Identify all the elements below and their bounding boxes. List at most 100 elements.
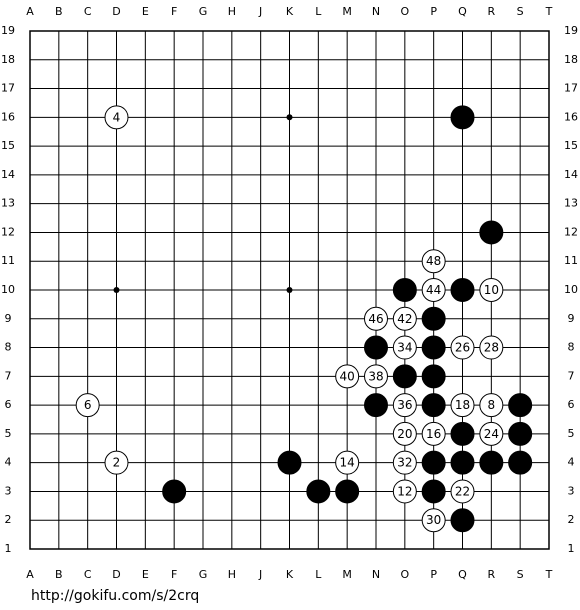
stone — [364, 306, 388, 331]
stone — [104, 105, 129, 130]
column-label: T — [545, 5, 553, 18]
move-number: 13 — [340, 484, 355, 498]
column-label: C — [84, 5, 92, 18]
move-number: 21 — [426, 369, 441, 383]
move-number: 23 — [513, 398, 528, 412]
column-label: E — [142, 5, 149, 18]
move-number: 28 — [484, 341, 499, 355]
move-number: 24 — [484, 427, 499, 441]
move-number: 48 — [426, 254, 441, 268]
row-label: 13 — [564, 197, 578, 210]
stone — [421, 306, 446, 331]
row-label: 14 — [564, 168, 578, 181]
move-number: 11 — [484, 225, 499, 239]
row-label: 9 — [5, 312, 12, 325]
row-label: 6 — [5, 398, 12, 411]
stone — [392, 393, 417, 418]
row-label: 9 — [568, 312, 575, 325]
column-label: T — [545, 568, 553, 581]
stone — [364, 364, 388, 389]
column-label: K — [286, 568, 294, 581]
move-number: 2 — [113, 456, 121, 470]
move-number: 20 — [397, 427, 412, 441]
stone — [421, 249, 446, 274]
stone — [104, 450, 129, 475]
stone — [421, 278, 446, 302]
row-label: 7 — [568, 369, 575, 382]
row-label: 19 — [564, 24, 578, 37]
move-number: 15 — [311, 484, 326, 498]
column-label: P — [430, 568, 437, 581]
column-label: Q — [458, 568, 467, 581]
stone — [392, 278, 417, 302]
column-label: S — [517, 568, 524, 581]
stone — [479, 335, 504, 360]
move-number: 16 — [426, 427, 441, 441]
move-number: 40 — [340, 369, 355, 383]
column-label: Q — [458, 5, 467, 18]
row-label: 8 — [5, 341, 12, 354]
stone — [392, 421, 417, 446]
row-label: 13 — [1, 197, 15, 210]
stone — [450, 393, 475, 418]
stone — [392, 335, 417, 360]
column-label: D — [112, 5, 120, 18]
stone — [421, 364, 446, 389]
row-label: 16 — [1, 110, 15, 123]
stone — [479, 421, 504, 446]
move-number: 41 — [426, 341, 441, 355]
move-number: 19 — [426, 398, 441, 412]
stone — [508, 421, 533, 446]
column-label: N — [372, 5, 380, 18]
move-number: 18 — [455, 398, 470, 412]
row-label: 1 — [5, 542, 12, 555]
row-label: 15 — [1, 139, 15, 152]
column-label: A — [26, 5, 34, 18]
row-label: 16 — [564, 110, 578, 123]
row-label: 10 — [564, 283, 578, 296]
move-number: 43 — [426, 312, 441, 326]
column-label: F — [171, 568, 177, 581]
star-point — [286, 287, 293, 293]
column-label: A — [26, 568, 34, 581]
row-label: 14 — [1, 168, 15, 181]
stone — [392, 364, 417, 389]
move-number: 10 — [484, 283, 499, 297]
stone — [450, 479, 475, 504]
move-number: 8 — [488, 398, 496, 412]
row-label: 17 — [564, 82, 578, 95]
move-number: 14 — [340, 456, 355, 470]
row-label: 2 — [568, 513, 575, 526]
column-label: M — [342, 568, 352, 581]
move-number: 25 — [484, 456, 499, 470]
move-number: 46 — [368, 312, 383, 326]
move-number: 12 — [397, 484, 412, 498]
column-label: J — [258, 5, 262, 18]
row-label: 5 — [5, 427, 12, 440]
row-label: 10 — [1, 283, 15, 296]
column-label: L — [315, 5, 322, 18]
column-label: C — [84, 568, 92, 581]
row-label: 1 — [568, 542, 575, 555]
column-label: D — [112, 568, 120, 581]
stone — [479, 278, 504, 302]
stone — [421, 393, 446, 418]
column-label: S — [517, 5, 524, 18]
stone — [421, 479, 446, 504]
stone — [335, 450, 360, 475]
row-label: 8 — [568, 341, 575, 354]
move-number: 31 — [426, 456, 441, 470]
stone — [392, 306, 417, 331]
coordinates: AABBCCDDEEFFGGHHJJKKLLMMNNOOPPQQRRSSTT19… — [1, 5, 578, 581]
stone — [421, 421, 446, 446]
row-label: 15 — [564, 139, 578, 152]
move-number: 6 — [84, 398, 92, 412]
stone — [450, 105, 475, 130]
column-label: O — [400, 5, 409, 18]
column-label: B — [55, 568, 63, 581]
row-label: 18 — [564, 53, 578, 66]
move-number: 4 — [113, 110, 121, 124]
column-label: P — [430, 5, 437, 18]
